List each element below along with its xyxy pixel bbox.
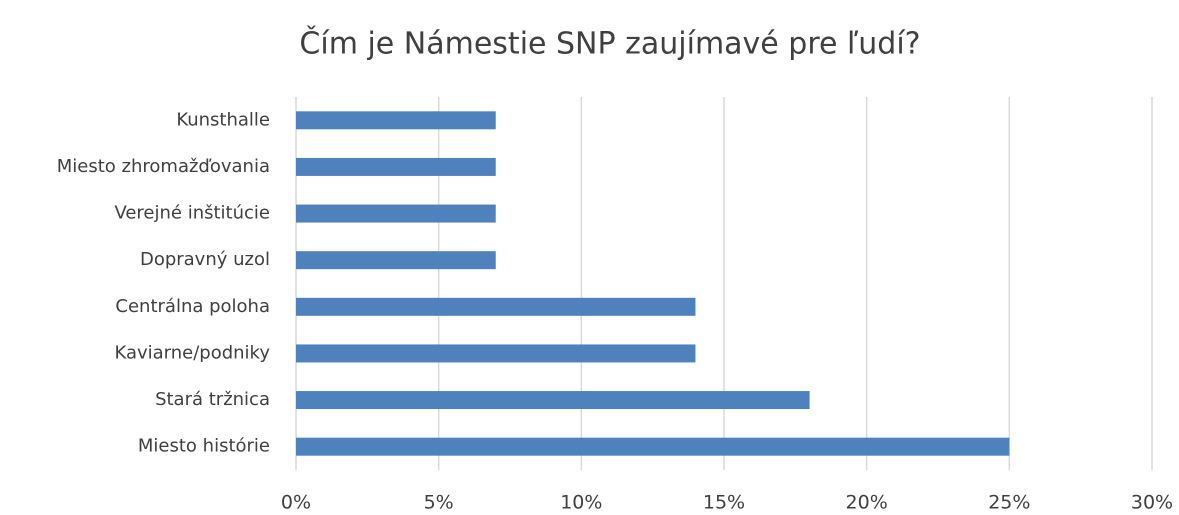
x-tick-label: 15% xyxy=(703,492,745,514)
x-tick-label: 0% xyxy=(281,492,311,514)
bar xyxy=(296,437,1010,456)
y-tick-label: Miesto histórie xyxy=(138,436,270,457)
x-tick-label: 10% xyxy=(560,492,602,514)
chart-title: Čím je Námestie SNP zaujímavé pre ľudí? xyxy=(299,25,920,62)
y-tick-label: Kunsthalle xyxy=(176,109,270,130)
x-tick-label: 20% xyxy=(846,492,888,514)
bar xyxy=(296,111,496,130)
bar xyxy=(296,297,696,316)
bar xyxy=(296,391,810,410)
bar xyxy=(296,204,496,223)
y-tick-label: Dopravný uzol xyxy=(140,249,270,270)
bar xyxy=(296,344,696,363)
bar xyxy=(296,251,496,270)
y-tick-label: Verejné inštitúcie xyxy=(114,203,270,224)
x-tick-label: 5% xyxy=(424,492,454,514)
y-tick-label: Miesto zhromažďovania xyxy=(57,156,270,177)
x-tick-label: 25% xyxy=(988,492,1030,514)
y-tick-label: Kaviarne/podniky xyxy=(114,342,270,363)
bar xyxy=(296,157,496,176)
x-tick-label: 30% xyxy=(1131,492,1173,514)
y-tick-label: Centrálna poloha xyxy=(115,296,270,317)
y-tick-label: Stará tržnica xyxy=(155,389,270,410)
